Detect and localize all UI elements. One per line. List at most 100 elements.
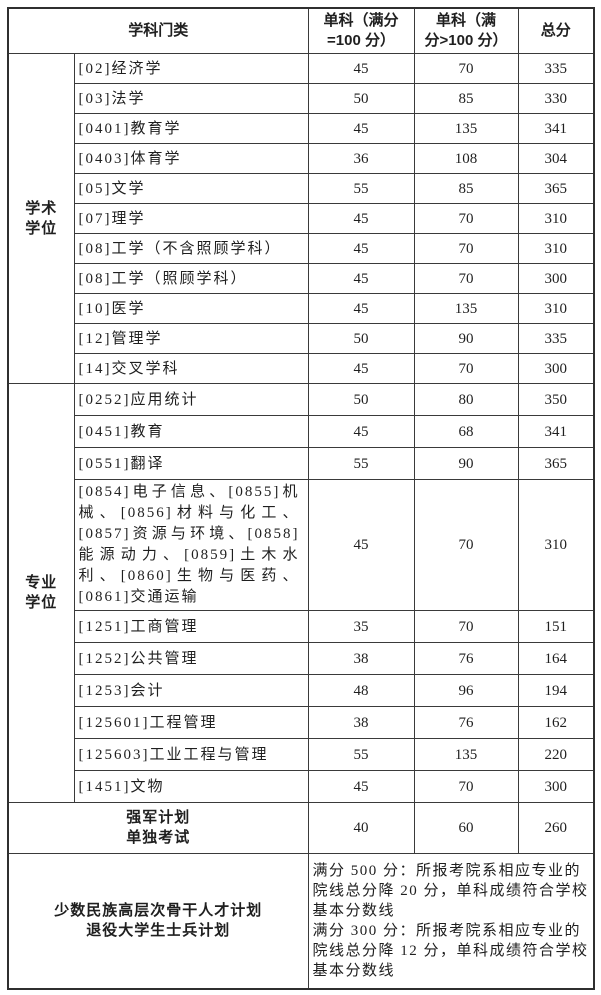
score-cell: 90 [413,447,519,480]
score-cell: 108 [413,143,519,174]
total-cell: 304 [517,143,595,174]
label-army-separate-exam: 强军计划 单独考试 [7,802,309,854]
score-cell: 70 [413,610,519,643]
total-cell: 151 [517,610,595,643]
score-cell: 70 [413,479,519,611]
score-cell: 45 [307,203,415,234]
header-total-score: 总分 [517,7,595,54]
score-cell: 45 [307,479,415,611]
table-row: 学术 学位 [02]经济学 45 70 335 [7,53,595,384]
total-cell: 220 [517,738,595,771]
score-cell: 35 [307,610,415,643]
table-row: 专业 学位 [0252]应用统计 50 80 350 [7,383,595,803]
total-cell: 341 [517,113,595,144]
score-cell: 90 [413,323,519,354]
table-row: [0451]教育 45 68 341 [8,415,595,448]
total-cell: 350 [517,383,595,416]
subject-cell: [1252]公共管理 [73,642,309,675]
score-cell: 50 [307,323,415,354]
total-cell: 365 [517,447,595,480]
score-cell: 45 [307,770,415,803]
table-row-minority-veteran: 少数民族高层次骨干人才计划 退役大学生士兵计划 满分 500 分：所报考院系相应… [7,853,595,990]
score-cell: 70 [413,263,519,294]
subject-cell: [0401]教育学 [73,113,309,144]
table-row: [08]工学（照顾学科） 45 70 300 [8,263,595,294]
total-cell: 310 [517,293,595,324]
score-cell: 45 [307,113,415,144]
table-row: [08]工学（不含照顾学科） 45 70 310 [8,233,595,264]
score-cell: 55 [307,738,415,771]
table-row: [12]管理学 50 90 335 [8,323,595,354]
table-row: [1253]会计 48 96 194 [8,674,595,707]
subject-cell: [0403]体育学 [73,143,309,174]
subject-cell: [1253]会计 [73,674,309,707]
score-cell: 38 [307,642,415,675]
total-cell: 300 [517,263,595,294]
label-minority-veteran-plans: 少数民族高层次骨干人才计划 退役大学生士兵计划 [7,853,309,990]
score-cell: 70 [413,203,519,234]
score-line-table: 学科门类 单科（满分 =100 分） 单科（满 分>100 分） 总分 学术 学… [7,7,596,990]
subject-cell: [07]理学 [73,203,309,234]
total-cell: 341 [517,415,595,448]
table-row: [125601]工程管理 38 76 162 [8,706,595,739]
score-cell: 60 [413,802,519,854]
header-single-gt100: 单科（满 分>100 分） [413,7,519,54]
table-row: [1251]工商管理 35 70 151 [8,610,595,643]
note-score-reduction-policy: 满分 500 分：所报考院系相应专业的院线总分降 20 分，单科成绩符合学校基本… [307,853,595,990]
total-cell: 310 [517,203,595,234]
header-subject-category: 学科门类 [7,7,309,54]
subject-cell: [125603]工业工程与管理 [73,738,309,771]
subject-cell: [03]法学 [73,83,309,114]
table-row: [0403]体育学 36 108 304 [8,143,595,174]
score-cell: 55 [307,447,415,480]
score-cell: 96 [413,674,519,707]
score-cell: 68 [413,415,519,448]
score-cell: 70 [413,770,519,803]
header-single-max100: 单科（满分 =100 分） [307,7,415,54]
score-cell: 135 [413,113,519,144]
score-cell: 40 [307,802,415,854]
total-cell: 194 [517,674,595,707]
table-row: [10]医学 45 135 310 [8,293,595,324]
total-cell: 164 [517,642,595,675]
table-row: [0551]翻译 55 90 365 [8,447,595,480]
subject-cell: [1251]工商管理 [73,610,309,643]
total-cell: 260 [517,802,595,854]
score-cell: 135 [413,738,519,771]
score-cell: 80 [413,383,519,416]
total-cell: 335 [517,53,595,84]
subject-cell: [0252]应用统计 [73,383,309,416]
table-row: [1252]公共管理 38 76 164 [8,642,595,675]
score-cell: 85 [413,173,519,204]
score-cell: 45 [307,53,415,84]
score-cell: 50 [307,83,415,114]
subject-cell: [10]医学 [73,293,309,324]
table-row: [125603]工业工程与管理 55 135 220 [8,738,595,771]
score-cell: 48 [307,674,415,707]
subject-cell: [12]管理学 [73,323,309,354]
table-row-special-programs: 强军计划 单独考试 40 60 260 [7,802,595,854]
score-cell: 135 [413,293,519,324]
score-cell: 70 [413,233,519,264]
score-cell: 38 [307,706,415,739]
subject-cell-engineering-group: [0854]电子信息、[0855]机械、[0856]材料与化工、[0857]资源… [73,479,309,611]
subject-cell: [0451]教育 [73,415,309,448]
total-cell: 300 [517,353,595,384]
table-row: [05]文学 55 85 365 [8,173,595,204]
score-cell: 45 [307,233,415,264]
score-cell: 45 [307,263,415,294]
score-cell: 76 [413,706,519,739]
group-professional-degree: 专业 学位 [7,383,75,803]
subject-cell: [05]文学 [73,173,309,204]
score-cell: 45 [307,415,415,448]
table-header-row: 学科门类 单科（满分 =100 分） 单科（满 分>100 分） 总分 [7,7,595,54]
score-cell: 45 [307,293,415,324]
score-cell: 70 [413,353,519,384]
group-academic-degree: 学术 学位 [7,53,75,384]
score-cell: 45 [307,353,415,384]
subject-cell: [08]工学（不含照顾学科） [73,233,309,264]
total-cell: 310 [517,479,595,611]
table-row: [03]法学 50 85 330 [8,83,595,114]
score-cell: 36 [307,143,415,174]
